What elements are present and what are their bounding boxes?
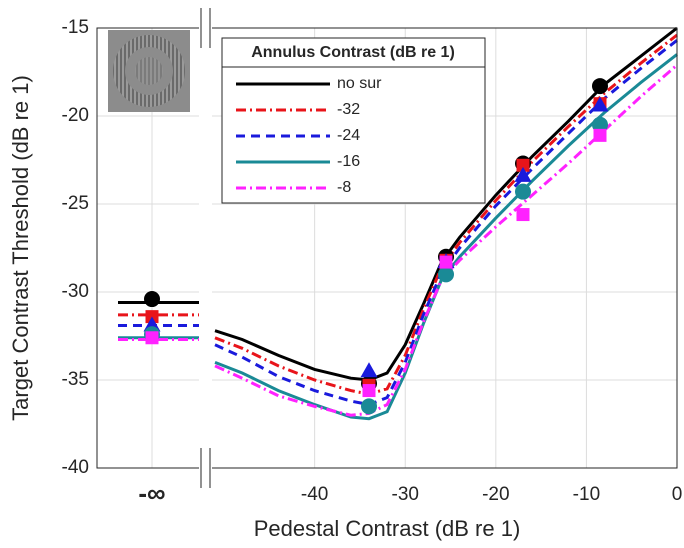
marker	[362, 384, 376, 398]
y-tick-label: -30	[62, 281, 89, 302]
legend-title: Annulus Contrast (dB re 1)	[251, 44, 455, 61]
y-tick-label: -25	[62, 193, 89, 214]
fit-curve	[214, 33, 678, 396]
fit-curve	[214, 39, 678, 407]
x-tick-label: -10	[573, 484, 600, 505]
marker	[592, 78, 608, 95]
fit-curve	[214, 63, 678, 417]
inset-image	[108, 30, 190, 112]
y-axis-label: Target Contrast Threshold (dB re 1)	[8, 75, 33, 421]
x-tick-label: 0	[672, 484, 683, 505]
y-tick-label: -40	[62, 457, 89, 478]
marker	[514, 166, 532, 182]
x-axis-label: Pedestal Contrast (dB re 1)	[254, 516, 521, 541]
x-tick-label: -40	[301, 484, 328, 505]
y-tick-label: -15	[62, 17, 89, 38]
legend-box	[221, 37, 486, 204]
y-tick-label: -20	[62, 105, 89, 126]
legend-label: -8	[337, 179, 351, 196]
marker	[360, 362, 378, 378]
marker	[438, 266, 454, 283]
marker	[145, 331, 159, 345]
plot-frame	[96, 27, 678, 469]
legend: Annulus Contrast (dB re 1) no sur -32 -24 -…	[221, 37, 486, 204]
legend-label: -16	[337, 153, 360, 170]
fit-curve	[214, 26, 678, 382]
y-tick-label: -35	[62, 369, 89, 390]
marker	[144, 291, 160, 308]
fit-curve	[214, 53, 678, 421]
x-tick-label: -30	[392, 484, 419, 505]
marker	[592, 116, 608, 133]
x-tick-label: -∞	[138, 478, 165, 508]
x-tick-label: -20	[482, 484, 509, 505]
legend-label: -24	[337, 127, 360, 144]
legend-label: -32	[337, 101, 360, 118]
marker	[593, 128, 607, 142]
marker	[439, 255, 453, 269]
marker	[361, 398, 377, 415]
marker	[516, 158, 530, 172]
axis-break	[199, 5, 212, 545]
legend-label: no sur	[337, 75, 382, 92]
marker	[591, 96, 609, 112]
marker	[515, 183, 531, 200]
marker	[516, 208, 530, 222]
